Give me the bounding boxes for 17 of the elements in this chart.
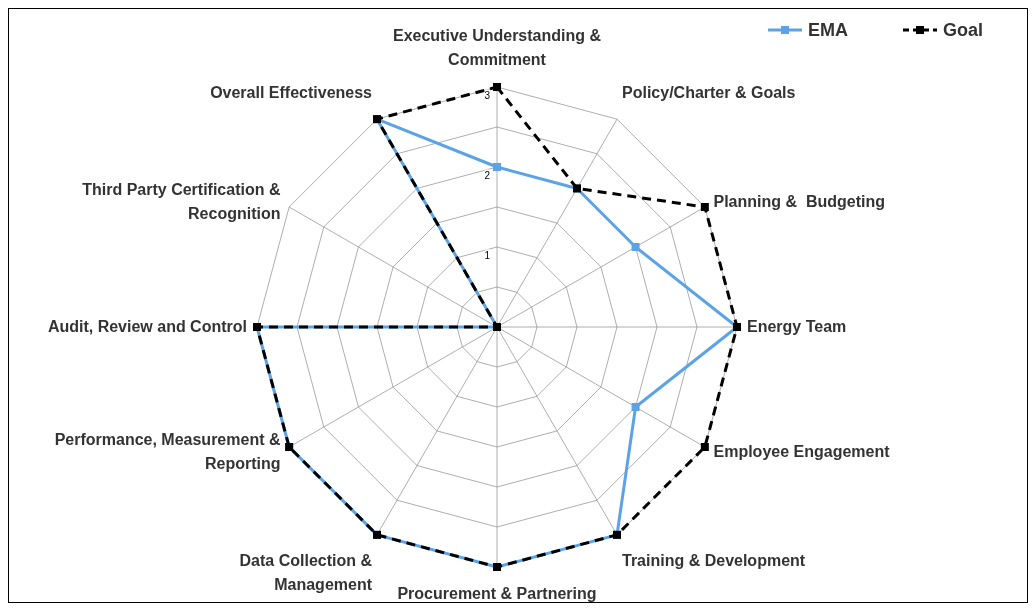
spoke-label: Data Collection & Management: [239, 551, 373, 593]
spoke-label: Overall Effectiveness: [210, 84, 373, 102]
spoke-label: Training & Development: [622, 551, 806, 569]
y-tick-label: 1: [484, 250, 491, 261]
spoke-label: Employee Engagement: [713, 443, 891, 460]
legend-label: EMA: [808, 20, 848, 40]
spoke-label: Procurement & Partnering: [397, 585, 597, 602]
spoke-label: Third Party Certification & Recognition: [82, 181, 281, 222]
spoke-label: Performance, Measurement & Reporting: [54, 431, 281, 472]
legend-label: Goal: [943, 20, 984, 40]
spoke-label: Energy Team: [747, 318, 847, 335]
y-tick-label: 3: [484, 90, 491, 101]
spoke-label: Audit, Review and Control: [47, 318, 247, 335]
spoke-label: Policy/Charter & Goals: [622, 84, 796, 102]
spoke-label: Executive Understanding & Commitment: [392, 27, 602, 68]
spoke-label: Planning & Budgeting: [713, 193, 886, 210]
y-tick-label: 2: [484, 170, 491, 181]
